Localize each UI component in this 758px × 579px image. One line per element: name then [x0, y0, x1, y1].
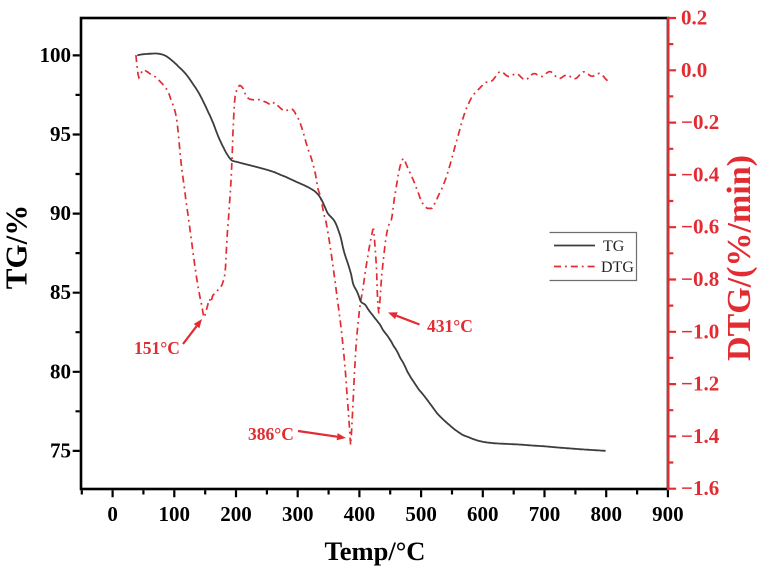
svg-text:Temp/°C: Temp/°C — [325, 536, 426, 566]
svg-text:90: 90 — [50, 201, 71, 225]
svg-text:−1.0: −1.0 — [681, 319, 719, 343]
svg-text:800: 800 — [590, 502, 622, 526]
svg-text:DTG: DTG — [601, 259, 634, 276]
svg-text:600: 600 — [467, 502, 499, 526]
svg-text:TG: TG — [603, 238, 625, 255]
svg-text:−1.6: −1.6 — [681, 476, 719, 500]
svg-text:−1.2: −1.2 — [681, 372, 719, 396]
svg-text:−0.6: −0.6 — [681, 215, 719, 239]
svg-text:DTG/(%/min): DTG/(%/min) — [721, 155, 758, 361]
svg-text:0.2: 0.2 — [681, 6, 707, 30]
svg-text:400: 400 — [344, 502, 376, 526]
svg-text:431°C: 431°C — [427, 316, 473, 336]
svg-text:100: 100 — [40, 43, 72, 67]
svg-text:386°C: 386°C — [248, 424, 294, 444]
svg-text:85: 85 — [50, 280, 71, 304]
svg-text:700: 700 — [529, 502, 561, 526]
svg-text:−0.2: −0.2 — [681, 110, 719, 134]
svg-text:900: 900 — [652, 502, 684, 526]
svg-text:100: 100 — [159, 502, 191, 526]
svg-text:75: 75 — [50, 438, 71, 462]
svg-text:95: 95 — [50, 122, 71, 146]
svg-text:80: 80 — [50, 359, 71, 383]
svg-text:151°C: 151°C — [134, 338, 180, 358]
svg-text:−0.4: −0.4 — [681, 162, 720, 186]
svg-text:−1.4: −1.4 — [681, 424, 720, 448]
svg-text:−0.8: −0.8 — [681, 267, 719, 291]
svg-text:0: 0 — [107, 502, 118, 526]
svg-text:300: 300 — [282, 502, 314, 526]
svg-text:TG/%: TG/% — [0, 205, 34, 289]
svg-text:200: 200 — [220, 502, 252, 526]
svg-text:500: 500 — [405, 502, 437, 526]
svg-text:0.0: 0.0 — [681, 58, 707, 82]
